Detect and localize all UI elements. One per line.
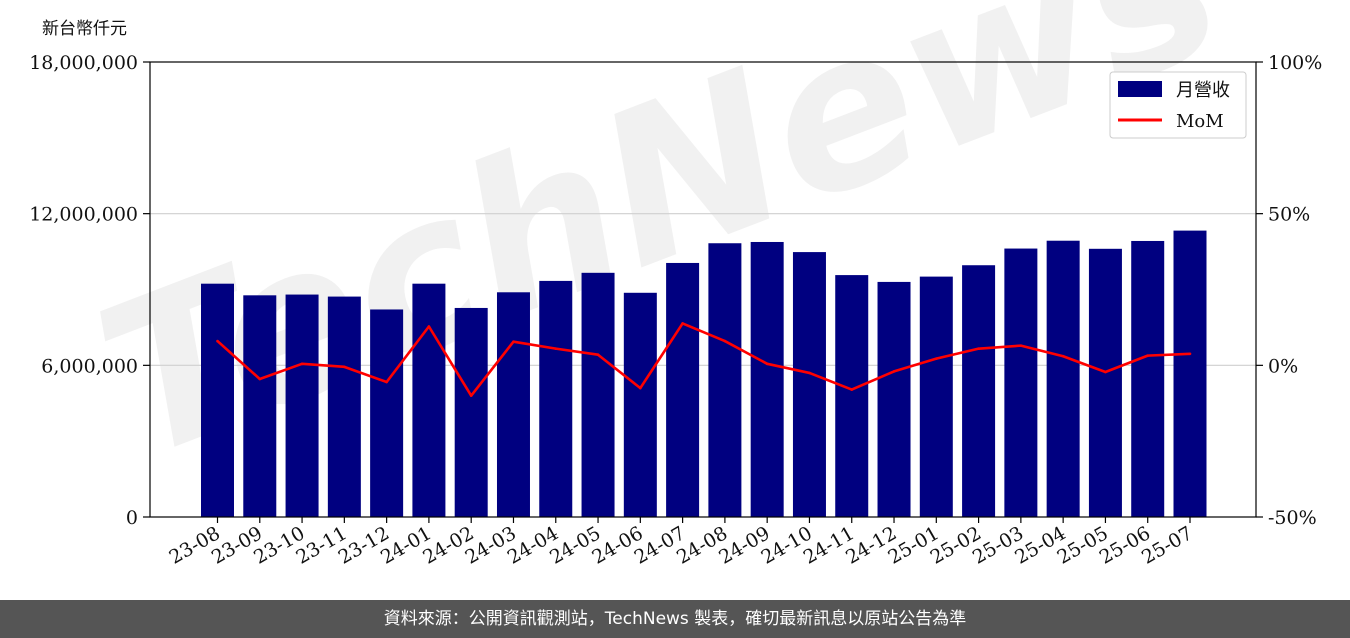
mom-point-23-12 xyxy=(385,380,388,384)
left-tick-label: 0 xyxy=(126,507,138,529)
bar-24-06 xyxy=(623,292,657,517)
bar-25-01 xyxy=(919,276,953,517)
bar-24-01 xyxy=(412,283,446,517)
bar-25-05 xyxy=(1088,248,1122,517)
revenue-chart: TechNews 新台幣仟元 06,000,00012,000,00018,00… xyxy=(29,0,1322,569)
bar-24-04 xyxy=(539,280,573,517)
mom-point-23-10 xyxy=(300,362,304,366)
bar-24-11 xyxy=(835,275,869,517)
mom-point-25-03 xyxy=(1019,344,1023,347)
mom-point-23-08 xyxy=(216,339,219,343)
source-footer: 資料來源：公開資訊觀測站，TechNews 製表，確切最新訊息以原站公告為準 xyxy=(0,600,1350,638)
bar-25-06 xyxy=(1131,240,1165,517)
mom-point-24-02 xyxy=(469,394,473,397)
right-tick-label: -50% xyxy=(1268,507,1317,529)
bar-23-10 xyxy=(285,294,319,517)
bar-25-07 xyxy=(1173,230,1207,517)
legend: 月營收 MoM xyxy=(1109,71,1247,139)
mom-point-25-06 xyxy=(1146,354,1150,357)
bar-24-08 xyxy=(708,243,742,517)
mom-point-24-04 xyxy=(554,347,558,350)
left-tick-label: 12,000,000 xyxy=(29,204,138,226)
mom-point-24-11 xyxy=(850,388,854,391)
bar-24-05 xyxy=(581,272,615,517)
bar-23-11 xyxy=(327,296,361,517)
x-axis: 23-0823-0923-1023-1123-1224-0124-0224-03… xyxy=(166,517,1197,569)
mom-point-24-06 xyxy=(639,386,642,390)
bar-24-10 xyxy=(792,252,826,518)
mom-point-24-03 xyxy=(512,340,515,343)
left-tick-label: 18,000,000 xyxy=(29,52,138,74)
bar-23-12 xyxy=(370,309,404,517)
y-axis-unit-label: 新台幣仟元 xyxy=(42,19,127,39)
left-tick-label: 6,000,000 xyxy=(41,355,138,377)
right-y-axis: -50% 0% 50% 100% xyxy=(1256,52,1322,529)
bar-series xyxy=(201,230,1207,518)
mom-point-24-05 xyxy=(596,353,600,357)
legend-label-line: MoM xyxy=(1176,111,1224,132)
plot-frame xyxy=(149,61,1257,518)
right-tick-label: 100% xyxy=(1268,52,1322,74)
bar-24-09 xyxy=(750,241,784,517)
mom-line xyxy=(216,322,1191,397)
mom-point-24-08 xyxy=(723,339,727,343)
legend-label-bar: 月營收 xyxy=(1176,80,1230,101)
mom-point-24-10 xyxy=(808,371,811,375)
bar-25-03 xyxy=(1004,248,1038,518)
legend-swatch-bar xyxy=(1118,81,1162,97)
mom-point-25-04 xyxy=(1061,354,1065,358)
bar-25-04 xyxy=(1046,240,1080,518)
mom-point-23-11 xyxy=(343,365,346,369)
mom-point-24-09 xyxy=(765,362,769,366)
bar-24-12 xyxy=(877,281,911,517)
mom-point-25-01 xyxy=(935,357,938,360)
mom-point-24-12 xyxy=(892,370,896,373)
mom-point-25-02 xyxy=(977,347,980,350)
bar-23-08 xyxy=(201,283,234,517)
mom-point-24-07 xyxy=(681,322,684,325)
bar-25-02 xyxy=(962,265,996,517)
left-y-axis: 0 6,000,000 12,000,000 18,000,000 xyxy=(29,52,150,529)
bar-24-02 xyxy=(454,307,488,517)
bar-24-07 xyxy=(666,262,700,517)
mom-point-24-01 xyxy=(427,325,431,328)
mom-point-25-07 xyxy=(1188,352,1192,356)
mom-line-series xyxy=(216,322,1192,397)
mom-point-23-09 xyxy=(258,377,262,381)
mom-point-25-05 xyxy=(1104,370,1107,374)
right-tick-label: 50% xyxy=(1268,204,1310,226)
bar-23-09 xyxy=(243,295,277,517)
right-tick-label: 0% xyxy=(1268,355,1298,377)
bar-24-03 xyxy=(496,292,530,517)
